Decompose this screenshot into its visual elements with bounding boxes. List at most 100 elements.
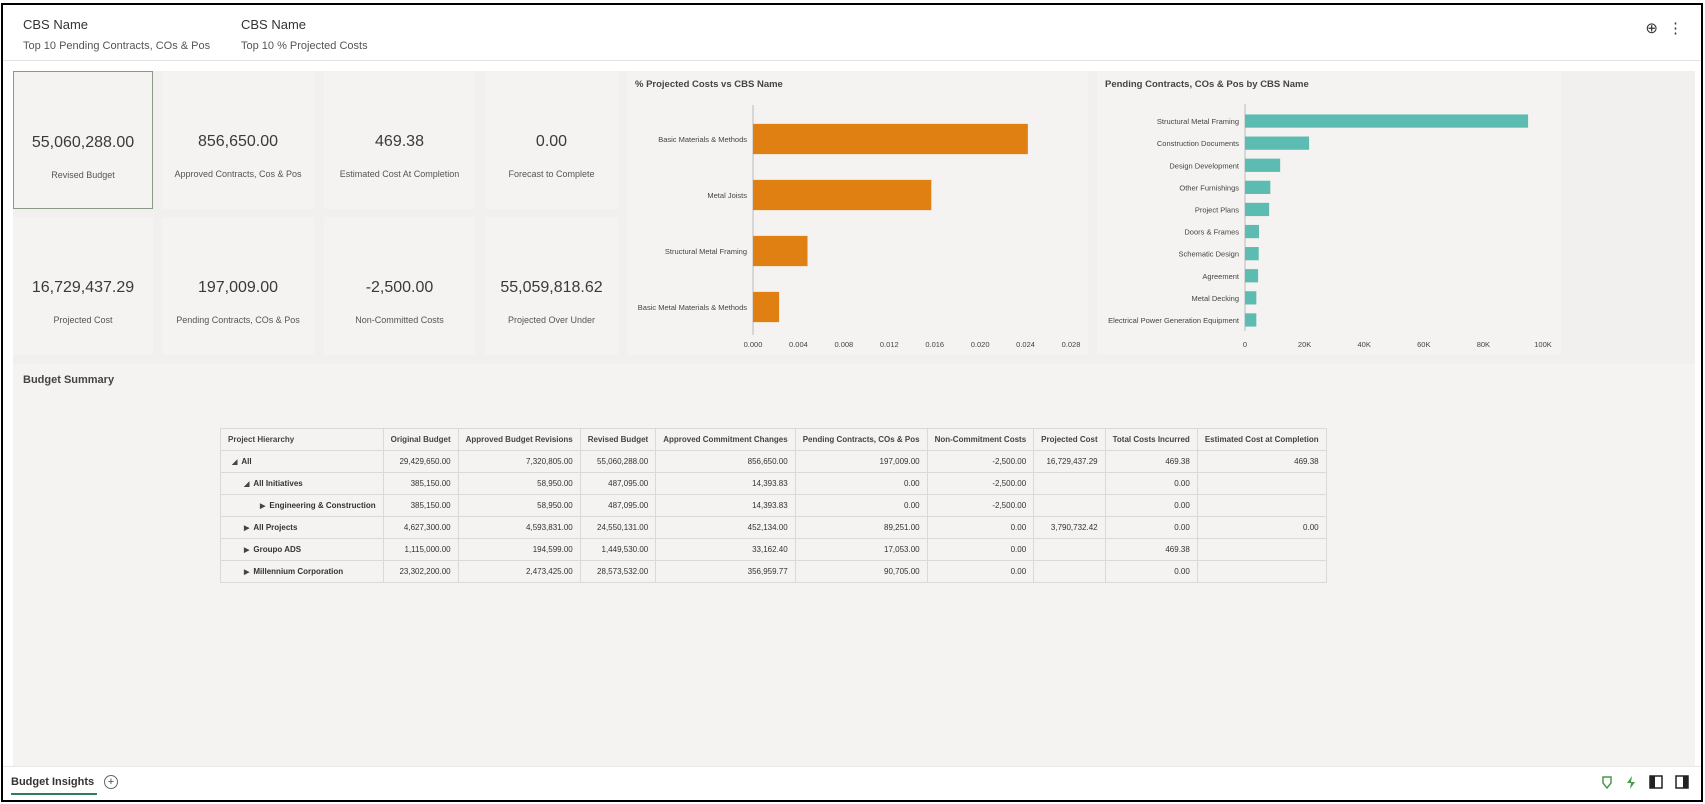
kpi-forecast[interactable]: 0.00 Forecast to Complete bbox=[485, 71, 618, 209]
kpi-label: Projected Cost bbox=[53, 315, 113, 325]
table-cell: 23,302,200.00 bbox=[382, 560, 459, 583]
kpi-label: Approved Contracts, Cos & Pos bbox=[174, 169, 302, 179]
kpi-estimated-cost[interactable]: 469.38 Estimated Cost At Completion bbox=[324, 71, 475, 209]
bar[interactable] bbox=[1245, 313, 1257, 327]
row-label-cell[interactable]: ◢ All Initiatives bbox=[220, 472, 384, 495]
dashboard-canvas: 55,060,288.00 Revised Budget 856,650.00 … bbox=[13, 71, 1695, 767]
bar[interactable] bbox=[1245, 291, 1257, 305]
panel-left-icon[interactable] bbox=[1649, 775, 1663, 789]
row-label: Millennium Corporation bbox=[253, 567, 344, 576]
bar[interactable] bbox=[753, 179, 932, 211]
bar[interactable] bbox=[1245, 269, 1259, 283]
column-header[interactable]: Project Hierarchy bbox=[220, 428, 384, 451]
table-row[interactable]: ◢ All Initiatives 385,150.00 58,950.00 487,0… bbox=[220, 472, 1327, 495]
column-header[interactable]: Pending Contracts, COs & Pos bbox=[794, 428, 928, 451]
column-header[interactable]: Approved Budget Revisions bbox=[457, 428, 581, 451]
bar[interactable] bbox=[1245, 247, 1259, 261]
table-cell: 14,393.83 bbox=[655, 494, 796, 517]
row-label-cell[interactable]: ▶ All Projects bbox=[220, 516, 384, 539]
lightning-icon[interactable] bbox=[1625, 775, 1637, 789]
panel-right-icon[interactable] bbox=[1675, 775, 1689, 789]
add-tab-icon[interactable]: + bbox=[104, 775, 118, 789]
table-cell bbox=[1196, 538, 1327, 561]
bar[interactable] bbox=[1245, 224, 1260, 239]
tab-budget-insights[interactable]: Budget Insights bbox=[11, 776, 97, 795]
column-header[interactable]: Approved Commitment Changes bbox=[655, 428, 796, 451]
x-tick-label: 0.020 bbox=[971, 340, 990, 349]
table-cell: -2,500.00 bbox=[926, 472, 1035, 495]
column-header[interactable]: Estimated Cost at Completion bbox=[1196, 428, 1327, 451]
table-cell: 0.00 bbox=[926, 560, 1035, 583]
table-cell bbox=[1033, 494, 1106, 517]
row-label-cell[interactable]: ▶ Millennium Corporation bbox=[220, 560, 384, 583]
bar[interactable] bbox=[753, 123, 1028, 155]
kpi-revised-budget[interactable]: 55,060,288.00 Revised Budget bbox=[13, 71, 153, 209]
table-cell: 469.38 bbox=[1196, 450, 1327, 473]
table-row[interactable]: ▶ Engineering & Construction 385,150.00 58,… bbox=[220, 494, 1327, 517]
filter-cbs-projected[interactable]: CBS Name Top 10 % Projected Costs bbox=[241, 17, 368, 52]
row-label-cell[interactable]: ◢ All bbox=[220, 450, 384, 473]
budget-summary-table: Project Hierarchy Original Budget Approved… bbox=[220, 428, 1327, 583]
column-header[interactable]: Original Budget bbox=[382, 428, 459, 451]
x-tick-label: 0.024 bbox=[1016, 340, 1035, 349]
x-tick-label: 0.012 bbox=[880, 340, 899, 349]
category-label: Electrical Power Generation Equipment bbox=[1108, 316, 1240, 325]
x-tick-label: 0.004 bbox=[789, 340, 808, 349]
bar[interactable] bbox=[753, 291, 780, 323]
filter-value: Top 10 % Projected Costs bbox=[241, 40, 368, 52]
panel-title: Budget Summary bbox=[23, 374, 115, 386]
table-row[interactable]: ▶ Groupo ADS 1,115,000.00 194,599.00 1,449,5… bbox=[220, 538, 1327, 561]
bar[interactable] bbox=[1245, 202, 1270, 217]
row-label: All bbox=[241, 457, 252, 466]
table-row[interactable]: ▶ All Projects 4,627,300.00 4,593,831.00 24,… bbox=[220, 516, 1327, 539]
bar[interactable] bbox=[1245, 158, 1281, 172]
x-tick-label: 40K bbox=[1358, 340, 1371, 349]
kpi-value: 197,009.00 bbox=[197, 279, 279, 296]
collapse-icon[interactable]: ◢ bbox=[244, 481, 250, 488]
table-cell: 0.00 bbox=[794, 494, 928, 517]
kpi-projected-over-under[interactable]: 55,059,818.62 Projected Over Under bbox=[485, 217, 618, 355]
expand-icon[interactable]: ▶ bbox=[244, 569, 250, 576]
bar[interactable] bbox=[1245, 114, 1529, 128]
table-row[interactable]: ▶ Millennium Corporation 23,302,200.00 2,47… bbox=[220, 560, 1327, 583]
table-row[interactable]: ◢ All 29,429,650.00 7,320,805.00 55,060,288.… bbox=[220, 450, 1327, 473]
column-header[interactable]: Non-Commitment Costs bbox=[926, 428, 1035, 451]
kpi-projected-cost[interactable]: 16,729,437.29 Projected Cost bbox=[13, 217, 153, 355]
column-header[interactable]: Revised Budget bbox=[579, 428, 657, 451]
kpi-value: 55,060,288.00 bbox=[31, 134, 135, 151]
expand-icon[interactable]: ▶ bbox=[244, 525, 250, 532]
category-label: Construction Documents bbox=[1157, 139, 1239, 148]
chart-pending-contracts: Pending Contracts, COs & Pos by CBS Name… bbox=[1097, 71, 1561, 355]
kpi-pending-contracts[interactable]: 197,009.00 Pending Contracts, COs & Pos bbox=[162, 217, 314, 355]
table-cell: 7,320,805.00 bbox=[457, 450, 581, 473]
kpi-value: 55,059,818.62 bbox=[500, 279, 603, 296]
table-cell bbox=[1033, 538, 1106, 561]
expand-icon[interactable]: ▶ bbox=[260, 503, 266, 510]
table-cell: -2,500.00 bbox=[926, 450, 1035, 473]
chart-title: % Projected Costs vs CBS Name bbox=[635, 79, 783, 90]
table-cell bbox=[1196, 494, 1327, 517]
collapse-icon[interactable]: ◢ bbox=[232, 459, 238, 466]
column-header[interactable]: Projected Cost bbox=[1033, 428, 1106, 451]
row-label-cell[interactable]: ▶ Groupo ADS bbox=[220, 538, 384, 561]
table-cell: 0.00 bbox=[1104, 560, 1198, 583]
row-label-cell[interactable]: ▶ Engineering & Construction bbox=[220, 494, 384, 517]
table-cell: 487,095.00 bbox=[579, 494, 657, 517]
expand-icon[interactable]: ▶ bbox=[244, 547, 250, 554]
filter-title: CBS Name bbox=[23, 17, 89, 32]
bar[interactable] bbox=[1245, 180, 1271, 194]
kpi-non-committed[interactable]: -2,500.00 Non-Committed Costs bbox=[324, 217, 475, 355]
kpi-label: Estimated Cost At Completion bbox=[339, 169, 460, 179]
globe-icon[interactable]: ⊕ bbox=[1645, 20, 1658, 37]
column-header[interactable]: Total Costs Incurred bbox=[1104, 428, 1198, 451]
bar[interactable] bbox=[753, 235, 808, 267]
category-label: Other Furnishings bbox=[1179, 183, 1239, 192]
filter-bar: CBS Name Top 10 Pending Contracts, COs &… bbox=[3, 5, 1701, 61]
category-label: Agreement bbox=[1202, 272, 1240, 281]
filter-cbs-pending[interactable]: CBS Name Top 10 Pending Contracts, COs &… bbox=[23, 17, 210, 52]
kpi-approved-contracts[interactable]: 856,650.00 Approved Contracts, Cos & Pos bbox=[162, 71, 314, 209]
more-menu-icon[interactable]: ⋮ bbox=[1668, 20, 1683, 37]
bar[interactable] bbox=[1245, 136, 1310, 150]
table-cell: 0.00 bbox=[1104, 494, 1198, 517]
shield-icon[interactable] bbox=[1601, 775, 1613, 789]
